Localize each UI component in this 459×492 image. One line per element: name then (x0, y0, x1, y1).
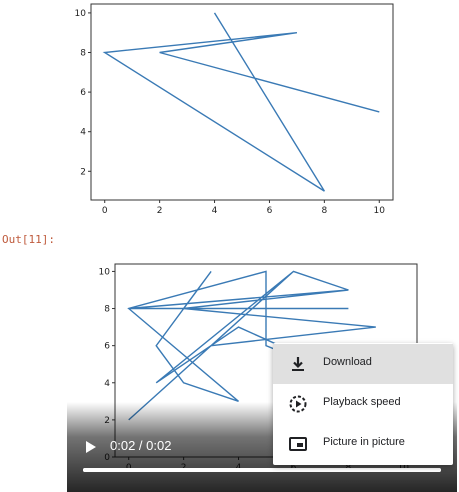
chart-1-group: 0 2 4 6 8 10 2 4 6 8 10 (75, 3, 394, 216)
picture-in-picture-icon (289, 437, 307, 451)
progress-fill (83, 468, 441, 472)
progress-bar[interactable] (83, 468, 441, 472)
x-tick-label: 10 (374, 206, 386, 216)
menu-item-download-label: Download (323, 356, 372, 368)
video-context-menu: Download Playback speed Picture in pictu… (273, 343, 453, 465)
y-tick-label: 4 (80, 128, 86, 138)
play-button[interactable] (83, 439, 99, 455)
y-tick-label: 2 (80, 167, 86, 177)
menu-item-picture-in-picture-label: Picture in picture (323, 436, 405, 448)
time-display: 0:02 / 0:02 (110, 438, 172, 453)
x-tick-label: 8 (321, 206, 327, 216)
x-tick-label: 2 (157, 206, 163, 216)
y-tick-label: 8 (80, 49, 86, 59)
y-tick-label: 10 (75, 9, 87, 19)
menu-item-picture-in-picture[interactable]: Picture in picture (273, 424, 453, 464)
playback-speed-icon (289, 395, 307, 413)
menu-item-playback-speed[interactable]: Playback speed (273, 384, 453, 424)
x-tick-label: 6 (267, 206, 273, 216)
output-prompt: Out[11]: (2, 233, 55, 246)
x-tick-label: 4 (212, 206, 218, 216)
plot-frame (90, 3, 394, 201)
download-icon (292, 357, 304, 371)
x-tick-label: 0 (102, 206, 108, 216)
menu-item-playback-speed-label: Playback speed (323, 396, 401, 408)
chart-top: 0 2 4 6 8 10 2 4 6 8 10 (75, 3, 394, 216)
series-line (102, 12, 380, 192)
y-tick-label: 6 (80, 88, 86, 98)
play-icon (86, 441, 96, 453)
menu-item-download[interactable]: Download (273, 344, 453, 384)
